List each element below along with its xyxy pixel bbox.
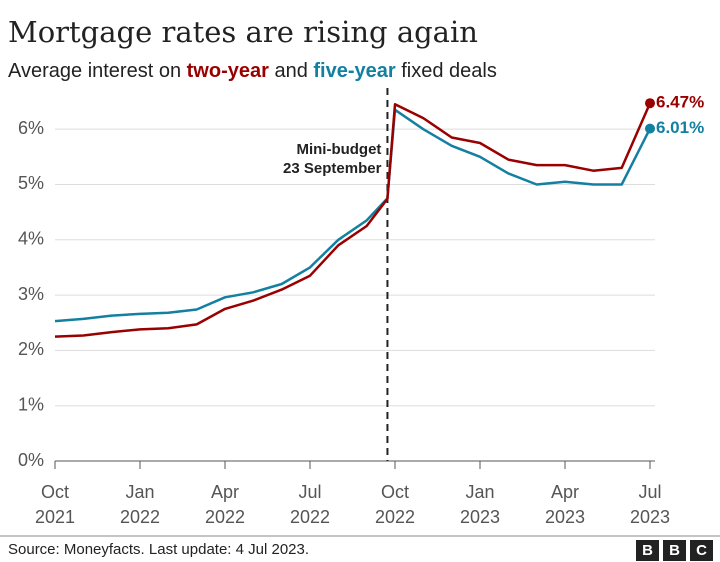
subtitle-part: Average interest on [8, 60, 187, 82]
x-tick-label-line: Jul [638, 482, 661, 502]
annotation-text: 23 September [283, 160, 382, 177]
x-tick-label-line: Jan [465, 482, 494, 502]
subtitle-part: fixed deals [396, 60, 497, 82]
logo-box [663, 540, 686, 561]
y-tick-label: 3% [18, 284, 44, 304]
value-label: 6.01% [656, 118, 704, 137]
end-point [645, 98, 655, 109]
annotation-text: Mini-budget [296, 141, 381, 158]
y-tick-label: 5% [18, 173, 44, 193]
y-tick-label: 4% [18, 229, 44, 249]
x-tick-label-line: 2021 [35, 507, 75, 527]
x-tick-label-line: Oct [381, 482, 409, 502]
chart-subtitle: Average interest on two-year and five-ye… [8, 60, 497, 82]
series-line [54, 108, 652, 323]
x-tick-label: Apr 2023 [545, 482, 585, 527]
logo-box [690, 540, 713, 561]
x-tick-label: Apr 2022 [205, 482, 245, 527]
x-tick-label-line: Jan [125, 482, 154, 502]
chart-title: Mortgage rates are rising again [8, 15, 478, 49]
x-tick-label: Oct 2022 [375, 482, 415, 527]
logo-box [636, 540, 659, 561]
x-tick-label-line: 2022 [290, 507, 330, 527]
x-tick-label-line: 2022 [120, 507, 160, 527]
subtitle-part: five-year [313, 60, 395, 82]
source: Source: Moneyfacts. Last update: 4 Jul 2… [8, 541, 309, 558]
x-tick-label-line: Apr [551, 482, 579, 502]
y-tick-label: 6% [18, 118, 44, 138]
x-tick-label: Jul 2022 [290, 482, 330, 527]
value-label: 6.47% [656, 93, 704, 112]
subtitle-part: and [269, 60, 313, 82]
logo-letter: C [696, 542, 707, 559]
x-tick-label: Jan 2023 [460, 482, 500, 527]
logo-letter: B [669, 542, 680, 559]
x-tick-label-line: 2022 [375, 507, 415, 527]
x-tick-label: Jul 2023 [630, 482, 670, 527]
x-tick-label-line: Jul [298, 482, 321, 502]
y-tick-label: 2% [18, 339, 44, 359]
x-tick-label-line: Oct [41, 482, 69, 502]
y-tick-label: 0% [18, 450, 44, 470]
subtitle-part: two-year [187, 60, 269, 82]
x-tick-label-line: 2023 [545, 507, 585, 527]
end-point [645, 123, 655, 134]
x-tick-label: Jan 2022 [120, 482, 160, 527]
y-tick-label: 1% [18, 394, 44, 414]
x-tick-label-line: Apr [211, 482, 239, 502]
x-tick-label-line: 2022 [205, 507, 245, 527]
x-tick-label: Oct 2021 [35, 482, 75, 527]
series-line [54, 102, 652, 338]
x-tick-label-line: 2023 [630, 507, 670, 527]
logo-letter: B [642, 542, 653, 559]
x-tick-label-line: 2023 [460, 507, 500, 527]
